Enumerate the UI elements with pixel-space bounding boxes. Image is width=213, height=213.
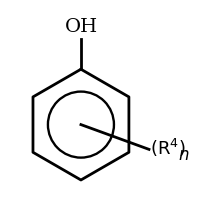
Text: $\mathrm{(R^4)}$: $\mathrm{(R^4)}$ <box>150 137 186 159</box>
Text: OH: OH <box>64 18 98 36</box>
Text: $n$: $n$ <box>178 146 189 164</box>
